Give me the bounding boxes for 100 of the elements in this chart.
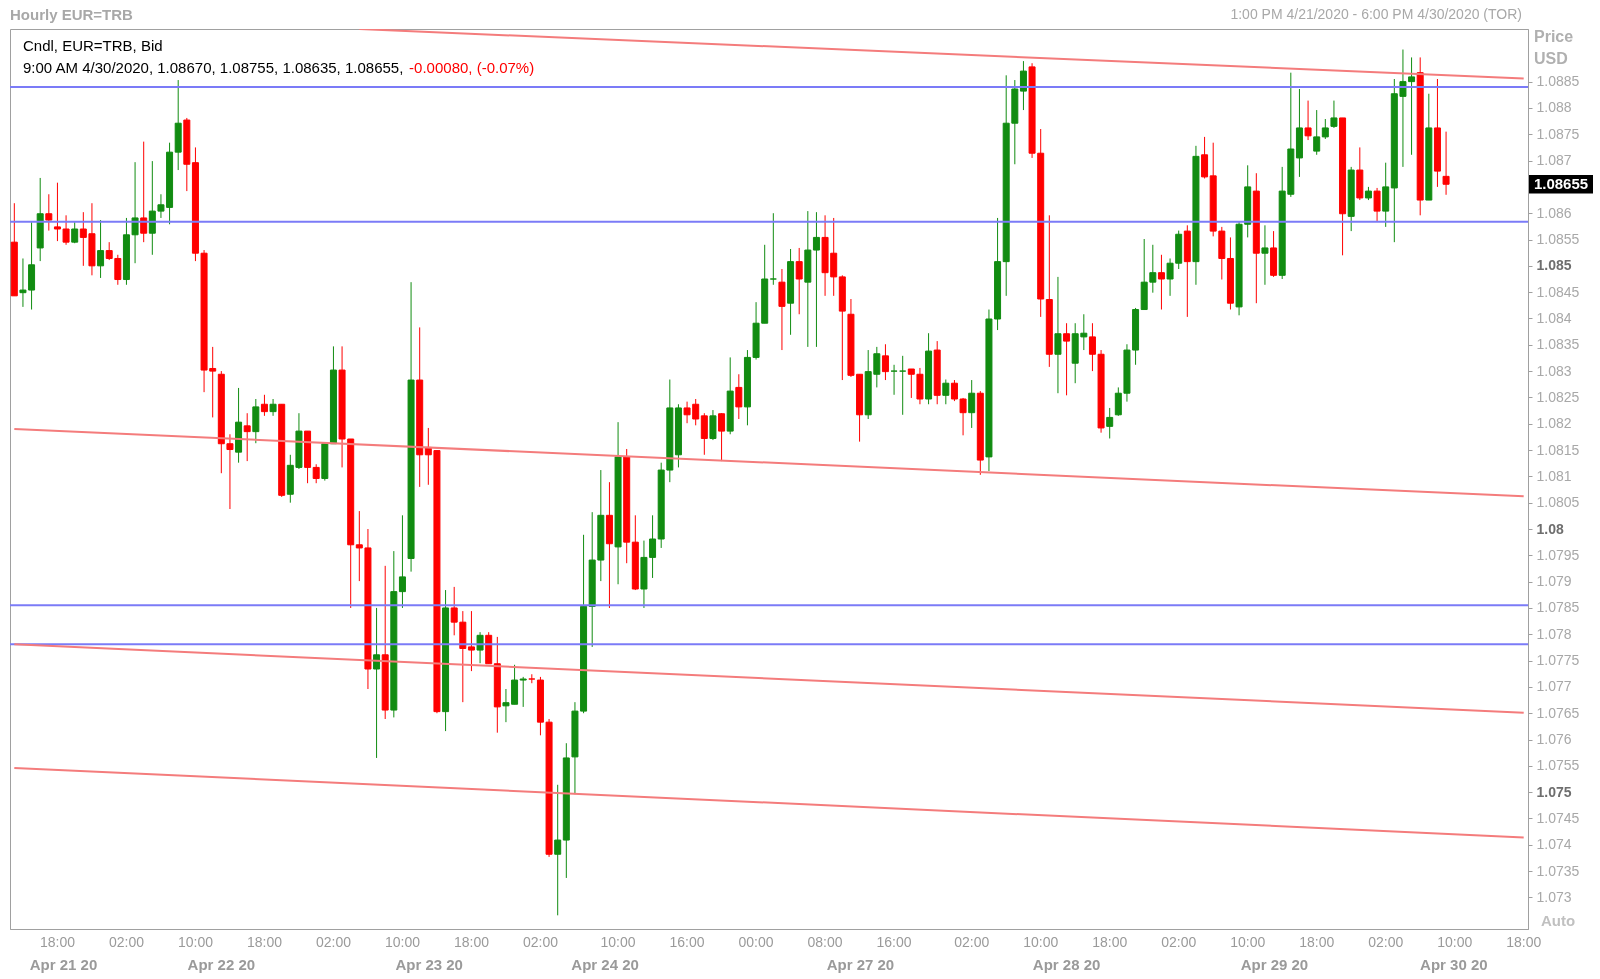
x-tick-label: 16:00 — [876, 933, 912, 950]
x-tick-label: 18:00 — [1092, 933, 1128, 950]
text: Apr 27 20 — [826, 956, 895, 973]
candlestick — [312, 463, 320, 484]
candlestick — [1201, 136, 1209, 179]
candlestick — [1261, 224, 1269, 286]
y-tick-label: 1.0855 — [1536, 231, 1580, 248]
y-tick-label: 1.0815 — [1536, 441, 1580, 458]
x-tick-label: 10:00 — [1230, 933, 1266, 950]
y-tick-label: 1.0785 — [1536, 599, 1580, 616]
y-axis-title: Price USD — [1534, 28, 1574, 67]
y-tick-label: 1.0775 — [1536, 652, 1580, 669]
candlestick — [519, 676, 527, 708]
candlestick — [1330, 100, 1338, 129]
candlestick — [1304, 100, 1312, 141]
candlestick — [1019, 60, 1027, 111]
y-tick-label: 1.08 — [1536, 520, 1564, 537]
text: Apr 23 20 — [395, 956, 463, 973]
candlestick — [1106, 407, 1114, 439]
candlestick — [899, 355, 907, 416]
y-tick-label: 1.0755 — [1536, 757, 1580, 774]
candlestick — [942, 379, 950, 405]
text: Apr 29 20 — [1240, 956, 1309, 973]
y-tick-label: 1.088 — [1536, 99, 1572, 116]
candlestick — [476, 631, 484, 664]
y-tick-label: 1.0835 — [1536, 336, 1580, 353]
x-tick-label: 18:00 — [453, 933, 490, 950]
y-tick-label: 1.079 — [1536, 573, 1572, 590]
candlestick — [467, 610, 475, 672]
x-tick-label: 02:00 — [108, 933, 145, 950]
y-tick-label: 1.077 — [1536, 678, 1572, 695]
candlestick — [269, 398, 277, 417]
y-tick-label: 1.0825 — [1536, 388, 1580, 405]
candlestick — [700, 412, 708, 456]
candlestick — [554, 784, 562, 916]
candlestick — [769, 212, 777, 286]
x-tick-label: 18:00 — [1299, 933, 1335, 950]
candlestick — [718, 412, 726, 462]
candlestick — [709, 409, 717, 441]
text: Apr 28 20 — [1032, 956, 1101, 973]
x-tick-label: 18:00 — [39, 933, 76, 950]
candlestick — [1063, 322, 1071, 396]
text: Apr 21 20 — [29, 956, 98, 973]
y-tick-label: 1.086 — [1536, 204, 1572, 221]
y-tick-label: 1.081 — [1536, 467, 1572, 484]
candlestick — [45, 193, 53, 232]
x-tick-label: 08:00 — [807, 933, 843, 950]
candlestick — [1442, 131, 1450, 196]
x-tick-label: 10:00 — [600, 933, 636, 950]
x-tick-label: 18:00 — [246, 933, 283, 950]
x-tick-label: 10:00 — [1023, 933, 1059, 950]
y-tick-label: 1.0885 — [1536, 73, 1580, 90]
text: Apr 22 20 — [187, 956, 256, 973]
y-tick-label: 1.0795 — [1536, 546, 1580, 563]
candlestick — [1313, 109, 1321, 156]
x-tick-label: 16:00 — [669, 933, 705, 950]
x-tick-label: 02:00 — [1161, 933, 1197, 950]
x-tick-label: 10:00 — [1437, 933, 1473, 950]
y-tick-label: 1.074 — [1536, 836, 1572, 853]
candlestick — [1054, 276, 1062, 394]
y-tick-label: 1.0745 — [1536, 809, 1580, 826]
x-tick-label: 18:00 — [1506, 933, 1542, 950]
text: Auto — [1540, 912, 1576, 929]
x-tick-label: 10:00 — [384, 933, 421, 950]
y-tick-label: 1.0805 — [1536, 494, 1580, 511]
y-tick-label: 1.0875 — [1536, 125, 1580, 142]
candlestick — [1157, 254, 1165, 311]
y-tick-label: 1.085 — [1536, 257, 1572, 274]
text: 1.08655 — [1533, 175, 1589, 193]
y-tick-label: 1.078 — [1536, 625, 1572, 642]
y-tick-label: 1.087 — [1536, 152, 1572, 169]
x-tick-label: 02:00 — [1368, 933, 1404, 950]
chart-title: Hourly EUR=TRB — [10, 6, 134, 23]
y-tick-label: 1.084 — [1536, 309, 1572, 326]
x-tick-label: 00:00 — [738, 933, 774, 950]
y-tick-label: 1.0735 — [1536, 862, 1580, 879]
annotation: 9:00 AM 4/30/2020, 1.08670, 1.08755, 1.08635, 1.08655, — [23, 59, 404, 76]
text: Apr 30 20 — [1420, 956, 1488, 973]
candlestick — [1373, 187, 1381, 222]
candlestick — [373, 607, 381, 759]
y-tick-label: 1.0845 — [1536, 283, 1580, 300]
candlestick — [140, 141, 148, 243]
y-tick-label: 1.075 — [1536, 783, 1572, 800]
candlestick — [890, 364, 898, 396]
y-tick-label: 1.082 — [1536, 415, 1572, 432]
candlestick — [735, 373, 743, 420]
candlestick — [260, 394, 268, 417]
candlestick — [795, 247, 803, 315]
candlestick — [97, 219, 105, 279]
x-tick-label: 02:00 — [954, 933, 990, 950]
candlestick — [968, 379, 976, 429]
y-tick-label: 1.076 — [1536, 731, 1572, 748]
candlestick — [243, 412, 251, 462]
annotation: Cndl, EUR=TRB, Bid — [23, 37, 163, 54]
candlestick — [1321, 118, 1329, 140]
x-tick-label: 02:00 — [315, 933, 352, 950]
y-tick-label: 1.0765 — [1536, 704, 1580, 721]
candlestick — [812, 211, 820, 348]
x-tick-label: 02:00 — [522, 933, 559, 950]
x-tick-label: 10:00 — [177, 933, 214, 950]
